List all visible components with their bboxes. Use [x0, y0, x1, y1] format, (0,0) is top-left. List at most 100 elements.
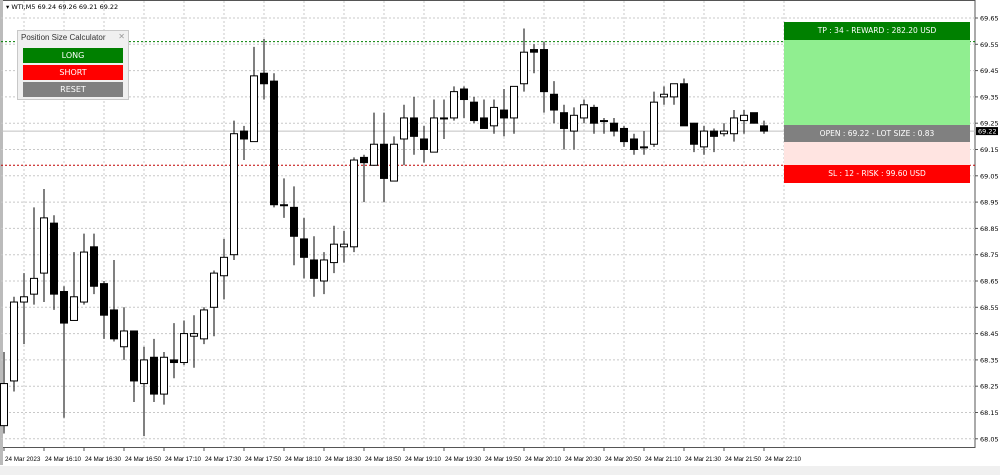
bearish-candle: [90, 246, 98, 287]
bearish-candle: [150, 356, 158, 395]
bullish-candle: [730, 117, 738, 135]
bearish-candle: [300, 238, 308, 258]
y-tick-label: 68.25: [980, 383, 999, 391]
x-tick-label: 24 Mar 21:10: [645, 456, 681, 463]
bearish-candle: [500, 109, 508, 119]
bearish-candle: [240, 130, 248, 140]
x-tick-label: 24 Mar 19:30: [445, 456, 481, 463]
y-tick-label: 68.95: [980, 199, 999, 207]
x-tick-label: 24 Mar 16:10: [45, 456, 81, 463]
bullish-candle: [570, 114, 578, 132]
collapse-triangle-icon[interactable]: ▾: [6, 3, 10, 11]
close-icon[interactable]: ✕: [118, 32, 125, 41]
y-tick-label: 68.45: [980, 330, 999, 338]
take-profit-bar[interactable]: TP : 34 - REWARD : 282.20 USD: [784, 22, 970, 40]
bearish-candle: [460, 88, 468, 101]
y-tick-label: 69.35: [980, 93, 999, 101]
bullish-candle: [230, 133, 238, 256]
bullish-candle: [350, 159, 358, 248]
bullish-candle: [70, 296, 78, 321]
bullish-candle: [210, 272, 218, 308]
bullish-candle: [650, 101, 658, 145]
bearish-candle: [550, 93, 558, 111]
y-tick-label: 69.05: [980, 172, 999, 180]
window-left-border: [0, 0, 3, 465]
bearish-candle: [680, 83, 688, 127]
open-price-bar[interactable]: OPEN : 69.22 - LOT SIZE : 0.83: [784, 125, 970, 142]
x-tick-label: 24 Mar 20:30: [565, 456, 601, 463]
bearish-candle: [480, 117, 488, 129]
ohlc-readout: 69.24 69.26 69.21 69.22: [37, 3, 119, 11]
bullish-candle: [200, 309, 208, 340]
current-price-tag: [976, 127, 998, 136]
short-button[interactable]: SHORT: [23, 65, 123, 80]
bullish-candle: [490, 106, 498, 127]
bearish-candle: [560, 112, 568, 129]
bullish-candle: [140, 359, 148, 385]
stop-loss-bar[interactable]: SL : 12 - RISK : 99.60 USD: [784, 165, 970, 183]
bearish-candle: [310, 259, 318, 279]
bearish-candle: [590, 106, 598, 124]
long-button[interactable]: LONG: [23, 48, 123, 63]
x-tick-label: 24 Mar 17:50: [245, 456, 281, 463]
position-size-calculator-panel: Position Size Calculator ✕ LONG SHORT RE…: [17, 30, 129, 100]
bullish-candle: [370, 143, 378, 166]
bearish-candle: [260, 72, 268, 85]
bullish-candle: [250, 75, 258, 143]
bearish-candle: [50, 222, 58, 295]
bullish-candle: [160, 356, 168, 395]
x-tick-label: 24 Mar 21:50: [725, 456, 761, 463]
bearish-candle: [410, 117, 418, 137]
x-tick-label: 24 Mar 18:10: [285, 456, 321, 463]
x-tick-label: 24 Mar 16:30: [85, 456, 121, 463]
chart-header: ▾ WTI,M5 69.24 69.26 69.21 69.22: [6, 3, 118, 11]
bullish-candle: [450, 91, 458, 119]
bullish-candle: [320, 259, 328, 282]
y-tick-label: 69.65: [980, 15, 999, 23]
bearish-candle: [60, 291, 68, 324]
y-tick-label: 68.55: [980, 304, 999, 312]
bullish-candle: [430, 117, 438, 153]
bullish-candle: [20, 296, 28, 303]
bullish-candle: [440, 117, 448, 120]
bullish-candle: [0, 383, 8, 427]
bullish-candle: [30, 277, 38, 295]
y-tick-label: 68.65: [980, 278, 999, 286]
y-tick-label: 68.85: [980, 225, 999, 233]
bearish-candle: [690, 122, 698, 145]
bearish-candle: [380, 143, 388, 179]
bearish-candle: [540, 49, 548, 93]
bearish-candle: [170, 359, 178, 364]
y-tick-label: 69.25: [980, 120, 999, 128]
risk-zone: [784, 142, 970, 165]
bullish-candle: [700, 130, 708, 148]
x-tick-label: 24 Mar 21:30: [685, 456, 721, 463]
y-tick-label: 69.45: [980, 67, 999, 75]
bearish-candle: [290, 206, 298, 237]
bullish-candle: [340, 243, 348, 248]
x-tick-label: 24 Mar 17:10: [165, 456, 201, 463]
bullish-candle: [280, 204, 288, 207]
bullish-candle: [660, 93, 668, 98]
x-tick-label: 24 Mar 17:30: [205, 456, 241, 463]
bullish-candle: [600, 120, 608, 123]
bullish-candle: [40, 217, 48, 274]
y-tick-label: 69.55: [980, 41, 999, 49]
bullish-candle: [580, 104, 588, 119]
bearish-candle: [360, 156, 368, 164]
x-tick-label: 24 Mar 19:50: [485, 456, 521, 463]
bullish-candle: [10, 301, 18, 382]
bullish-candle: [330, 243, 338, 264]
bullish-candle: [520, 51, 528, 85]
reset-button[interactable]: RESET: [23, 82, 123, 97]
bearish-candle: [610, 122, 618, 132]
bullish-candle: [670, 83, 678, 98]
x-tick-label: 24 Mar 22:10: [765, 456, 801, 463]
bullish-candle: [740, 114, 748, 122]
y-tick-label: 69.15: [980, 146, 999, 154]
bearish-candle: [470, 101, 478, 122]
bullish-candle: [80, 251, 88, 303]
current-price-label: 69.22: [978, 128, 997, 136]
panel-title: Position Size Calculator: [21, 33, 106, 42]
x-tick-label: 24 Mar 19:10: [405, 456, 441, 463]
